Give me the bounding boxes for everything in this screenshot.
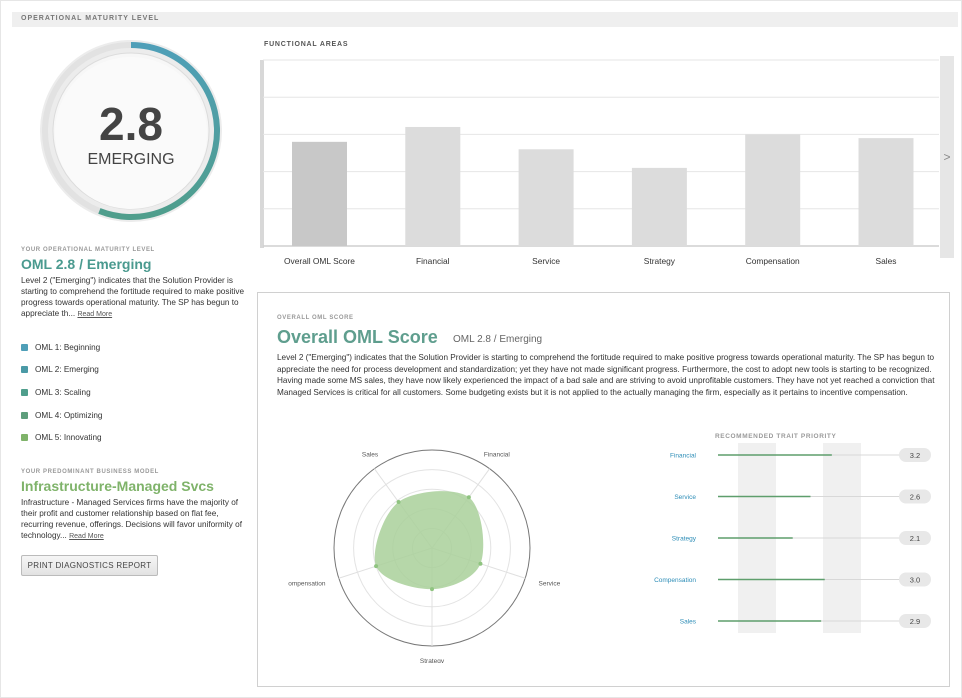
overall-oml-panel: OVERALL OML SCORE Overall OML Score OML … (257, 292, 950, 687)
trait-value-label: 3.2 (910, 451, 920, 460)
radar-series-area (374, 491, 484, 590)
functional-areas-title: FUNCTIONAL AREAS (264, 41, 349, 48)
trait-value-label: 2.1 (910, 534, 920, 543)
level-color-swatch (21, 343, 28, 351)
trait-label[interactable]: Compensation (654, 577, 696, 584)
trait-label[interactable]: Strategy (672, 536, 697, 543)
bar-category-label: Compensation (746, 256, 800, 266)
oml-description: Level 2 ("Emerging") indicates that the … (21, 275, 246, 320)
radar-axis-label: Compensation (288, 581, 326, 588)
oml-read-more-link[interactable]: Read More (77, 311, 113, 318)
bar-strategy[interactable] (631, 167, 687, 246)
level-color-swatch (21, 366, 28, 374)
section-header-bar: OPERATIONAL MATURITY LEVEL (12, 12, 958, 27)
gauge-face (55, 57, 207, 209)
level-label: OML 4: Optimizing (35, 410, 103, 420)
trait-value-badge (899, 531, 931, 545)
maturity-gauge: 2.8 EMERGING (26, 40, 236, 230)
trait-label[interactable]: Financial (670, 453, 697, 460)
level-color-swatch (21, 411, 28, 419)
business-model-eyebrow: YOUR PREDOMINANT BUSINESS MODEL (21, 469, 159, 475)
oml-level-item: OML 3: Scaling (21, 381, 103, 404)
oml-level-item: OML 4: Optimizing (21, 404, 103, 427)
trait-value-label: 2.6 (910, 493, 920, 502)
bar-category-label: Strategy (644, 256, 676, 266)
chart-background (260, 56, 940, 258)
level-color-swatch (21, 434, 28, 442)
bar-overall-oml-score[interactable] (292, 141, 347, 246)
radar-point[interactable] (374, 564, 379, 569)
oml-title: OML 2.8 / Emerging (21, 256, 152, 272)
oml-eyebrow: YOUR OPERATIONAL MATURITY LEVEL (21, 247, 155, 253)
trait-label[interactable]: Service (674, 494, 696, 501)
bar-category-label: Service (532, 256, 560, 266)
radar-chart: Financial Service Strategy Compensation Sale… (288, 449, 561, 663)
trait-value-badge (899, 572, 931, 587)
trait-priority-title: RECOMMENDED TRAIT PRIORITY (715, 433, 837, 440)
business-model-read-more-link[interactable]: Read More (69, 533, 104, 540)
trait-value-label: 2.9 (910, 617, 920, 626)
chart-scroll-glyph: > (943, 150, 951, 164)
gauge-ring (40, 40, 222, 222)
radar-axis-label: Sales (362, 451, 379, 458)
business-model-title: Infrastructure-Managed Svcs (21, 478, 214, 494)
bar-category-label: Overall OML Score (284, 256, 355, 266)
trait-value-label: 3.0 (910, 576, 920, 585)
level-label: OML 5: Innovating (35, 433, 102, 443)
bar-category-label: Sales (876, 256, 897, 266)
level-label: OML 2: Emerging (35, 365, 99, 375)
gauge-progress-arc (98, 42, 220, 220)
radar-point[interactable] (396, 500, 401, 505)
trait-priority-chart: Financial 3.2 Service 2.6 Strategy 2.1 Compens… (654, 443, 931, 633)
gauge-label: EMERGING (87, 151, 175, 168)
gauge-score: 2.8 (99, 98, 163, 150)
level-label: OML 3: Scaling (35, 387, 91, 397)
business-model-summary: YOUR PREDOMINANT BUSINESS MODEL Infrastr… (21, 469, 246, 542)
functional-areas-chart: Overall OML Score Financial Service Strateg… (260, 56, 940, 266)
trait-label[interactable]: Sales (680, 619, 697, 626)
bar-financial[interactable] (405, 126, 461, 246)
oml-text: Level 2 ("Emerging") indicates that the … (21, 276, 245, 318)
oml-level-item: OML 5: Innovating (21, 426, 103, 449)
oml-level-item: OML 2: Emerging (21, 359, 103, 382)
print-diagnostics-button[interactable]: PRINT DIAGNOSTICS REPORT (21, 555, 158, 576)
radar-axis-label: Strategy (420, 658, 445, 663)
bar-sales[interactable] (858, 138, 914, 246)
level-color-swatch (21, 388, 28, 396)
trait-value-badge (899, 448, 931, 462)
oml-level-legend: OML 1: Beginning OML 2: Emerging OML 3: Sc… (21, 336, 103, 449)
bar-service[interactable] (518, 149, 574, 246)
business-model-description: Infrastructure - Managed Services firms … (21, 497, 246, 542)
oml-summary: YOUR OPERATIONAL MATURITY LEVEL OML 2.8 … (21, 247, 246, 320)
chevron-right-icon[interactable]: > (940, 56, 954, 258)
oml-level-item: OML 1: Beginning (21, 336, 103, 359)
bar-category-label: Financial (416, 256, 450, 266)
radar-axis-label: Service (539, 581, 561, 588)
radar-point[interactable] (478, 561, 483, 566)
bar-compensation[interactable] (745, 134, 801, 246)
radar-point[interactable] (466, 495, 471, 500)
overall-subtitle: OML 2.8 / Emerging (453, 334, 543, 345)
trait-value-badge (899, 614, 931, 628)
overall-description: Level 2 ("Emerging") indicates that the … (277, 353, 935, 397)
overall-eyebrow: OVERALL OML SCORE (277, 315, 354, 321)
business-model-text: Infrastructure - Managed Services firms … (21, 498, 243, 540)
level-label: OML 1: Beginning (35, 342, 101, 352)
chart-left-shadow (260, 60, 264, 248)
overall-title: Overall OML Score (277, 327, 438, 347)
radar-point[interactable] (430, 587, 434, 592)
radar-axis-label: Financial (484, 451, 511, 458)
section-title: OPERATIONAL MATURITY LEVEL (21, 15, 160, 22)
trait-value-badge (899, 489, 931, 504)
